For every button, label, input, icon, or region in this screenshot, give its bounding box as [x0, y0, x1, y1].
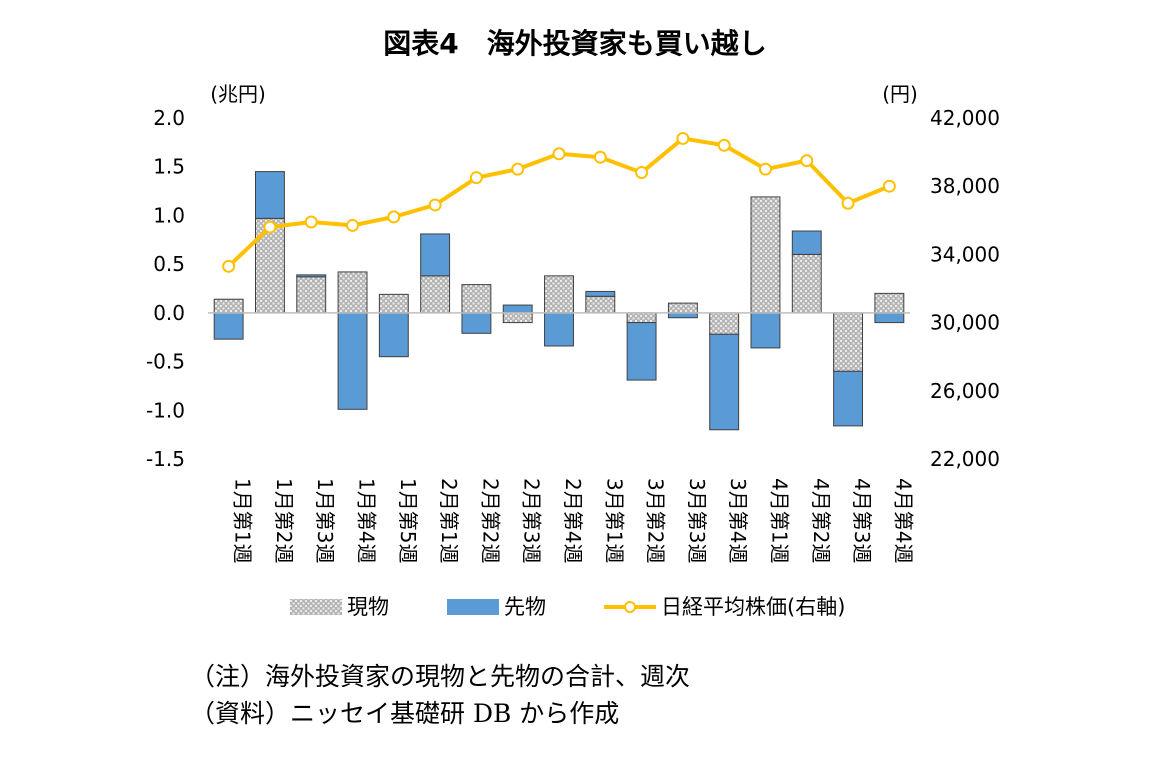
spot-bar [750, 196, 781, 314]
right-axis-tick-label: 38,000 [930, 174, 1000, 198]
futures-bar [791, 230, 822, 255]
legend-label-nikkei: 日経平均株価(右軸) [661, 595, 845, 619]
spot-bar [585, 295, 616, 314]
futures-bar [378, 312, 409, 358]
x-axis-tick-label: 4月第2週 [809, 478, 833, 563]
x-axis-tick-label: 1月第4週 [355, 478, 379, 563]
spot-bar [378, 293, 409, 314]
left-axis-tick-label: 1.0 [153, 203, 185, 227]
legend-label-spot: 現物 [347, 595, 389, 619]
nikkei-point [882, 179, 896, 193]
x-axis-tick-label: 3月第1週 [602, 478, 626, 563]
futures-bar [626, 322, 657, 381]
x-axis-tick-labels: 1月第1週 1月第2週 1月第3週 1月第4週 1月第5週 2月第1週 2月第2週 2月第3週… [231, 478, 916, 563]
legend-swatch-futures [447, 599, 499, 615]
nikkei-point [841, 196, 855, 210]
source-line: （資料）ニッセイ基礎研 DB から作成 [190, 699, 620, 728]
futures-bar [709, 333, 740, 431]
futures-bar [585, 290, 616, 297]
right-axis-tick-label: 30,000 [930, 311, 1000, 335]
nikkei-point [387, 210, 401, 224]
spot-bar [337, 271, 368, 314]
futures-bar [874, 312, 905, 324]
futures-bar [296, 274, 327, 278]
futures-bar [502, 304, 533, 314]
legend-label-futures: 先物 [504, 595, 546, 619]
spot-bar [667, 302, 698, 314]
spot-bar [213, 298, 244, 314]
left-axis-unit: (兆円) [210, 82, 266, 106]
futures-bar [420, 233, 451, 277]
nikkei-point [222, 259, 236, 273]
x-axis-tick-label: 2月第1週 [437, 478, 461, 563]
nikkei-point [552, 147, 566, 161]
left-axis-tick-label: 1.5 [153, 155, 185, 179]
futures-bar [833, 370, 864, 427]
nikkei-point [593, 150, 607, 164]
nikkei-point [346, 218, 360, 232]
nikkei-point [469, 171, 483, 185]
nikkei-point [800, 154, 814, 168]
nikkei-point [758, 162, 772, 176]
x-axis-tick-label: 1月第2週 [272, 478, 296, 563]
spot-bar [502, 312, 533, 324]
chart-title: 図表4 海外投資家も買い越し [383, 27, 767, 60]
right-axis-tick-labels: 42,000 38,000 34,000 30,000 26,000 22,000 [930, 106, 1000, 471]
spot-bar [544, 275, 574, 314]
nikkei-point [676, 131, 690, 145]
legend: 現物 先物 日経平均株価(右軸) [290, 595, 845, 619]
nikkei-point [717, 138, 731, 152]
x-axis-tick-label: 3月第2週 [644, 478, 668, 563]
legend-marker-nikkei [624, 601, 636, 613]
spot-bar [709, 312, 740, 335]
futures-bar [750, 312, 781, 349]
x-axis-tick-label: 1月第5週 [396, 478, 420, 563]
x-axis-tick-label: 1月第3週 [313, 478, 337, 563]
x-axis-tick-label: 4月第4週 [891, 478, 915, 563]
futures-bar [254, 171, 285, 219]
x-axis-tick-label: 4月第1週 [767, 478, 791, 563]
futures-bar [213, 312, 244, 340]
nikkei-point [304, 215, 318, 229]
right-axis-tick-label: 26,000 [930, 379, 1000, 403]
futures-bar [544, 312, 574, 347]
left-axis-tick-label: 0.0 [153, 301, 185, 325]
left-axis-tick-label: -1.5 [146, 447, 185, 471]
spot-bar [626, 312, 657, 324]
nikkei-point [263, 220, 277, 234]
nikkei-line-series [222, 131, 896, 273]
right-axis-unit: (円) [882, 82, 918, 106]
note-line: （注）海外投資家の現物と先物の合計、週次 [190, 662, 691, 691]
futures-bar [461, 312, 492, 334]
left-axis-tick-labels: 2.0 1.5 1.0 0.5 0.0 -0.5 -1.0 -1.5 [146, 106, 185, 471]
nikkei-point [635, 166, 649, 180]
left-axis-tick-label: -0.5 [146, 350, 185, 374]
x-axis-tick-label: 2月第3週 [520, 478, 544, 563]
x-axis-tick-label: 4月第3週 [850, 478, 874, 563]
x-axis-tick-label: 3月第4週 [726, 478, 750, 563]
left-axis-tick-label: -1.0 [146, 398, 185, 422]
x-axis-tick-label: 1月第1週 [231, 478, 255, 563]
x-axis-tick-label: 2月第4週 [561, 478, 585, 563]
notes: （注）海外投資家の現物と先物の合計、週次 （資料）ニッセイ基礎研 DB から作成 [190, 658, 690, 732]
spot-bar [461, 284, 492, 314]
right-axis-tick-label: 34,000 [930, 242, 1000, 266]
spot-bar [874, 292, 905, 314]
left-axis-tick-label: 0.5 [153, 252, 185, 276]
legend-swatch-spot [290, 599, 342, 615]
right-axis-tick-label: 22,000 [930, 447, 1000, 471]
spot-bar [833, 312, 864, 372]
spot-bar [791, 253, 822, 314]
futures-bar [337, 312, 368, 410]
spot-bar [420, 275, 451, 314]
nikkei-point [428, 198, 442, 212]
right-axis-tick-label: 42,000 [930, 106, 1000, 130]
bar-series [213, 171, 905, 431]
x-axis-tick-label: 2月第2週 [478, 478, 502, 563]
x-axis-tick-label: 3月第3週 [685, 478, 709, 563]
spot-bar [296, 276, 327, 314]
left-axis-tick-label: 2.0 [153, 106, 185, 130]
nikkei-point [511, 162, 525, 176]
